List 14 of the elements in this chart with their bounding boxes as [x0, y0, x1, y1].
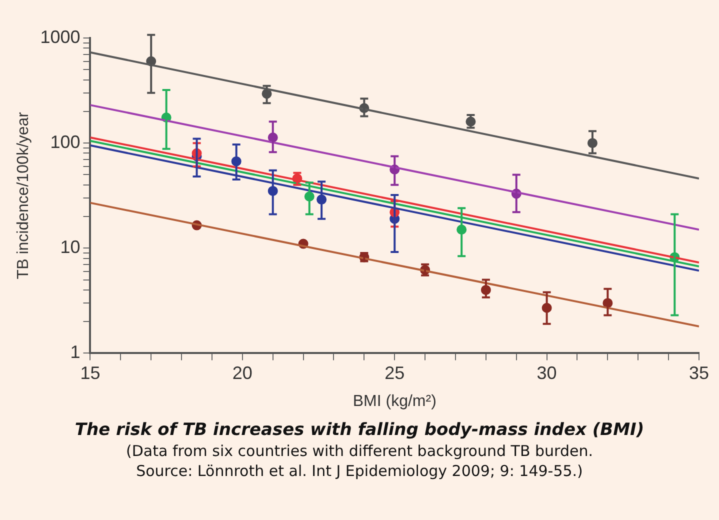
text: The risk of TB increases with falling body-mass index (BMI) — [74, 420, 646, 440]
source-note: Source: Lönnroth et al. Int J Epidemiology 2009; 9: 149-55.) — [135, 462, 584, 480]
x-axis-title: BMI (kg/m²) — [352, 392, 436, 410]
y-tick-label: 10 — [60, 237, 80, 258]
x-tick-label: 35 — [688, 362, 710, 383]
y-axis-title: TB incidence/100k/year — [15, 111, 32, 280]
y-tick-label: 100 — [50, 132, 80, 152]
x-tick-label: 15 — [80, 362, 100, 383]
y-tick-label: 1 — [70, 342, 80, 362]
x-tick-label: 30 — [536, 362, 557, 383]
y-tick-label: 1000 — [40, 26, 80, 47]
x-tick-label: 20 — [232, 362, 252, 383]
text: (Data from six countries with different background TB burden. — [125, 442, 594, 460]
x-tick-label: 25 — [384, 362, 405, 383]
